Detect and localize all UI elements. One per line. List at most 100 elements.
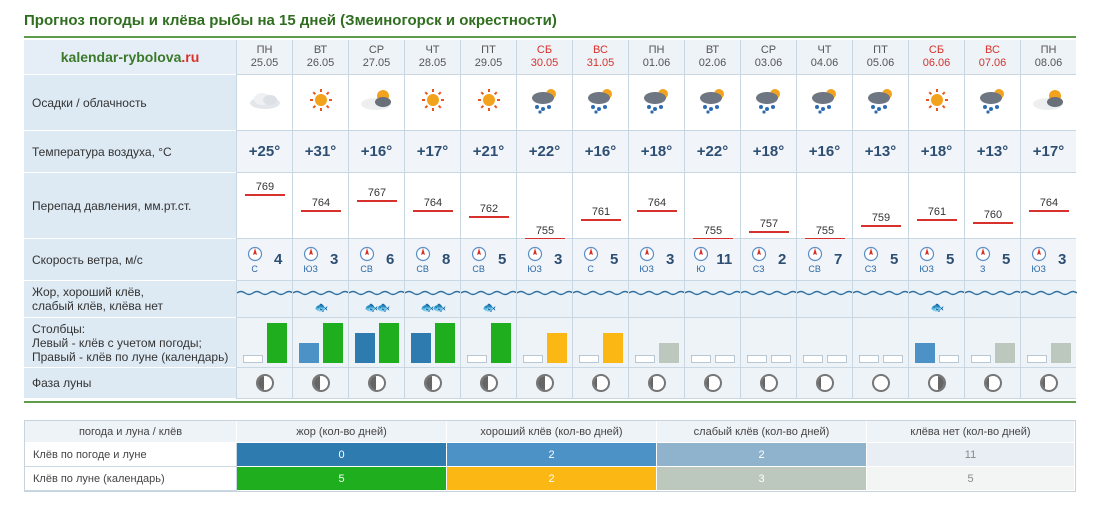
wind-speed: 7 xyxy=(833,251,843,268)
weather-bite-bar xyxy=(410,333,431,363)
summary-header: погода и луна / клёв xyxy=(25,421,237,443)
day-header: СБ 06.06 xyxy=(908,40,964,75)
weather-bite-bar xyxy=(858,355,879,363)
pressure-cell: 755 xyxy=(796,173,852,240)
day-header: СР 27.05 xyxy=(348,40,404,75)
wind-compass: СВ xyxy=(807,246,823,274)
wind-speed: 4 xyxy=(273,251,283,268)
wind-compass: ЮЗ xyxy=(639,246,655,274)
temperature-value: +16° xyxy=(360,143,393,160)
moon-bite-bar xyxy=(1050,343,1071,363)
sun-cloud-icon xyxy=(359,87,395,118)
label-bars: Столбцы: Левый - клёв с учетом погоды; П… xyxy=(24,318,236,368)
moon-phase-icon xyxy=(311,374,330,392)
pressure-cell: 764 xyxy=(628,173,684,239)
moon-phase-cell xyxy=(796,368,852,399)
fish-icon: 🐟 xyxy=(482,302,497,314)
temperature-value: +16° xyxy=(808,143,841,160)
wind-direction: СВ xyxy=(472,263,485,274)
moon-bite-bar xyxy=(714,355,735,363)
sun-icon xyxy=(476,87,502,118)
weather-cell xyxy=(628,75,684,131)
pressure-value: 755 xyxy=(693,225,733,240)
bite-cell: 🐟🐟 xyxy=(404,281,461,318)
pressure-cell: 755 xyxy=(684,173,740,240)
compass-icon xyxy=(975,246,991,264)
day-header: ВС 31.05 xyxy=(572,40,628,75)
wave-icon xyxy=(404,283,461,301)
temp-cell: +21° xyxy=(460,131,516,173)
wave-icon xyxy=(292,283,349,301)
wind-cell: ЮЗ 3 xyxy=(1020,239,1076,281)
day-of-week: СБ xyxy=(928,44,945,56)
moon-phase-cell xyxy=(1020,368,1076,399)
day-date: 02.06 xyxy=(698,57,727,69)
rain-cloud-icon xyxy=(977,86,1009,119)
moon-phase-icon xyxy=(255,374,274,392)
wave-icon xyxy=(348,283,405,301)
moon-phase-icon xyxy=(1039,374,1058,392)
compass-icon xyxy=(639,246,655,264)
moon-bite-bar xyxy=(322,323,343,363)
pressure-value: 761 xyxy=(917,206,957,221)
moon-phase-cell xyxy=(516,368,572,399)
wave-icon xyxy=(796,283,853,301)
summary-row-label: Клёв по погоде и луне xyxy=(25,443,237,467)
weather-cell xyxy=(404,75,460,131)
pressure-cell: 764 xyxy=(404,173,460,239)
wind-compass: СЗ xyxy=(863,246,879,274)
moon-phase-cell xyxy=(236,368,292,399)
day-date: 08.06 xyxy=(1034,57,1063,69)
temp-cell: +17° xyxy=(404,131,460,173)
weather-cell xyxy=(572,75,628,131)
day-header: ПН 01.06 xyxy=(628,40,684,75)
wind-compass: С xyxy=(583,246,599,274)
weather-cell xyxy=(740,75,796,131)
site-logo[interactable]: kalendar-rybolova .ru xyxy=(24,40,236,75)
bite-cell xyxy=(684,281,741,318)
day-date: 05.06 xyxy=(866,57,895,69)
wind-speed: 6 xyxy=(385,251,395,268)
fish-icon: 🐟🐟 xyxy=(364,302,390,314)
wind-compass: СЗ xyxy=(751,246,767,274)
temperature-value: +25° xyxy=(248,143,281,160)
moon-phase-cell xyxy=(572,368,628,399)
summary-value: 2 xyxy=(447,443,657,467)
compass-icon xyxy=(527,246,543,264)
moon-bite-bar xyxy=(378,323,399,363)
wind-compass: ЮЗ xyxy=(919,246,935,274)
sun-icon xyxy=(420,87,446,118)
day-header: СБ 30.05 xyxy=(516,40,572,75)
temperature-value: +21° xyxy=(472,143,505,160)
moon-bite-bar xyxy=(826,355,847,363)
temp-cell: +25° xyxy=(236,131,292,173)
weather-cell xyxy=(964,75,1020,131)
weather-cell xyxy=(348,75,404,131)
day-header: ПТ 05.06 xyxy=(852,40,908,75)
wind-direction: С xyxy=(251,263,258,274)
wind-direction: Ю xyxy=(696,263,706,274)
temperature-value: +17° xyxy=(416,143,449,160)
moon-bite-bar xyxy=(994,343,1015,363)
rain-cloud-icon xyxy=(585,86,617,119)
summary-header: хороший клёв (кол-во дней) xyxy=(447,421,657,443)
pressure-cell: 764 xyxy=(1020,173,1076,239)
day-of-week: СР xyxy=(760,44,777,56)
moon-phase-cell xyxy=(908,368,964,399)
temp-cell: +22° xyxy=(684,131,740,173)
bite-cell xyxy=(796,281,853,318)
pressure-cell: 767 xyxy=(348,173,404,239)
bite-bars xyxy=(1020,318,1076,368)
fish-icon: 🐟🐟 xyxy=(420,302,446,314)
day-date: 06.06 xyxy=(922,57,951,69)
bite-cell xyxy=(852,281,909,318)
pressure-value: 769 xyxy=(245,181,285,197)
pressure-cell: 761 xyxy=(572,173,628,239)
pressure-value: 762 xyxy=(469,203,509,218)
bite-bars xyxy=(460,318,516,368)
wind-cell: СВ 7 xyxy=(796,239,852,281)
day-of-week: ВС xyxy=(985,44,1000,56)
weather-cell xyxy=(1020,75,1076,131)
